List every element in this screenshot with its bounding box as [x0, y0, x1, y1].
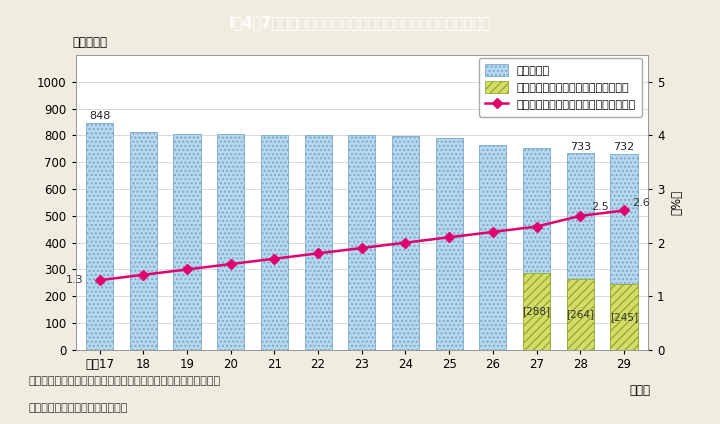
- Bar: [567, 279, 594, 350]
- Text: [245]: [245]: [610, 312, 638, 322]
- Text: （本部数）: （本部数）: [73, 36, 108, 49]
- Text: [288]: [288]: [523, 306, 551, 316]
- Text: [264]: [264]: [566, 310, 594, 319]
- Bar: [523, 148, 550, 350]
- Text: 1.3: 1.3: [66, 275, 83, 285]
- Bar: [436, 138, 463, 350]
- Bar: [392, 136, 419, 350]
- Bar: [174, 134, 201, 350]
- Bar: [217, 134, 244, 350]
- Bar: [305, 135, 332, 350]
- Text: 2.5: 2.5: [591, 201, 609, 212]
- Y-axis label: （%）: （%）: [670, 190, 683, 215]
- Text: （備考）１．消防庁「消防防災・震災対策現況調査」より作成。: （備考）１．消防庁「消防防災・震災対策現況調査」より作成。: [29, 376, 221, 386]
- Bar: [348, 136, 375, 350]
- Text: 732: 732: [613, 142, 634, 152]
- Bar: [523, 273, 550, 350]
- Bar: [480, 145, 506, 350]
- Text: 848: 848: [89, 111, 110, 121]
- Text: I－4－7図　消防本部数及び消防吏員に占める女性の割合の推移: I－4－7図 消防本部数及び消防吏員に占める女性の割合の推移: [229, 15, 491, 30]
- Bar: [86, 123, 113, 350]
- Bar: [261, 135, 288, 350]
- Bar: [567, 153, 594, 350]
- Text: ２．各年４月１日現在。: ２．各年４月１日現在。: [29, 403, 128, 413]
- Legend: 消防本部数, うち女性消防吏員がいない消防本部数, 消防吏員に占める女性の割合（右目盛）: 消防本部数, うち女性消防吏員がいない消防本部数, 消防吏員に占める女性の割合（…: [479, 58, 642, 117]
- Text: （年）: （年）: [630, 384, 651, 397]
- Bar: [611, 284, 637, 350]
- Bar: [130, 132, 157, 350]
- Text: 733: 733: [570, 142, 591, 152]
- Text: 2.6: 2.6: [632, 198, 649, 208]
- Bar: [611, 154, 637, 350]
